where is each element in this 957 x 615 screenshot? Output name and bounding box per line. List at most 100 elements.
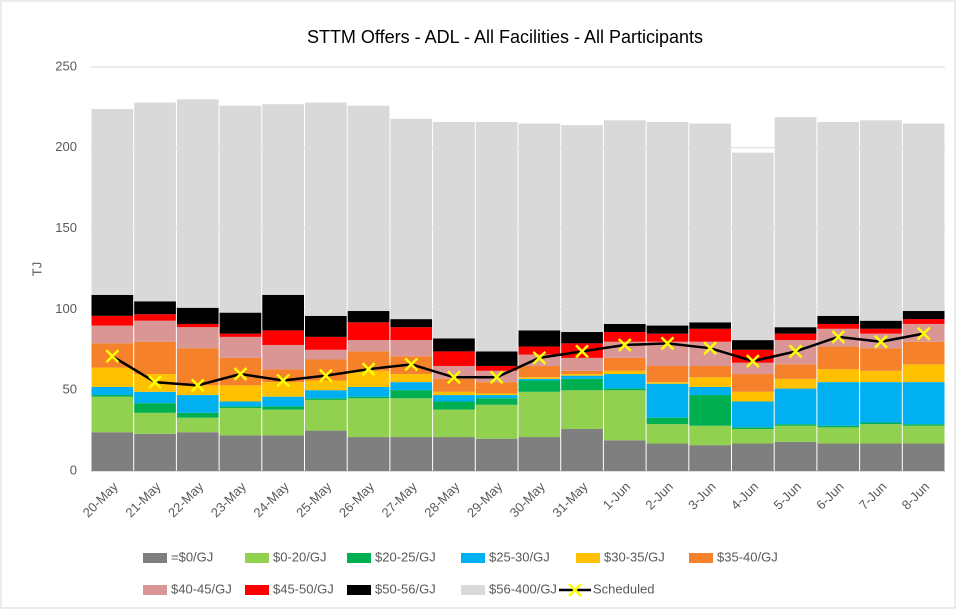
legend-label: $35-40/GJ xyxy=(717,549,778,564)
legend-label: $30-35/GJ xyxy=(604,549,665,564)
bar-segment xyxy=(176,385,219,396)
bar-segment xyxy=(518,354,561,366)
bar-segment xyxy=(646,382,689,384)
bar-segment xyxy=(176,417,219,433)
legend-swatch xyxy=(143,585,167,595)
bar-segment xyxy=(518,380,561,392)
bar-segment xyxy=(561,332,603,344)
bar-segment xyxy=(305,349,347,360)
bar-segment xyxy=(305,380,347,391)
scheduled-marker xyxy=(831,329,846,344)
scheduled-marker xyxy=(788,344,803,359)
bar-segment xyxy=(219,357,262,386)
bar-segment xyxy=(518,437,561,471)
bar-segment xyxy=(475,398,518,405)
bar-segment xyxy=(347,340,390,352)
scheduled-marker xyxy=(404,357,419,372)
bar-segment xyxy=(347,105,390,312)
bar-segment xyxy=(603,370,646,375)
scheduled-marker xyxy=(745,354,760,368)
bar-segment xyxy=(902,425,945,444)
bar-segment xyxy=(860,320,902,329)
bar-segment xyxy=(518,365,561,378)
bar-segment xyxy=(603,323,646,333)
bar-segment xyxy=(860,382,902,423)
bar-segment xyxy=(262,435,304,471)
bar-segment xyxy=(902,341,945,365)
bar-segment xyxy=(433,395,475,402)
legend-label: $0-20/GJ xyxy=(273,549,326,564)
bar-segment xyxy=(176,412,219,418)
legend-swatch xyxy=(143,553,167,563)
bar-segment xyxy=(817,121,860,316)
bar-segment xyxy=(646,121,689,326)
bar-segment xyxy=(91,395,134,397)
bar-segment xyxy=(817,315,860,324)
scheduled-marker xyxy=(532,350,547,365)
bar-segment xyxy=(817,323,860,329)
bar-segment xyxy=(305,390,347,399)
bar-segment xyxy=(134,320,176,342)
bar-segment xyxy=(475,365,518,371)
scheduled-marker xyxy=(489,370,504,385)
bar-segment xyxy=(433,378,475,392)
bar-segment xyxy=(262,330,304,345)
bar-segment xyxy=(646,417,689,425)
bar-segment xyxy=(390,398,433,438)
legend-label: Scheduled xyxy=(593,581,654,596)
bar-segment xyxy=(433,121,475,339)
chart-title: STTM Offers - ADL - All Facilities - All… xyxy=(307,27,703,47)
bar-segment xyxy=(732,427,774,429)
bar-segment xyxy=(347,398,390,438)
bar-segment xyxy=(91,294,134,316)
bar-segment xyxy=(561,370,603,375)
y-tick-label: 100 xyxy=(55,301,77,316)
legend-swatch xyxy=(689,553,713,563)
bar-segment xyxy=(902,382,945,425)
bar-segment xyxy=(774,117,817,328)
bar-segment xyxy=(902,424,945,426)
bar-segment xyxy=(176,323,219,328)
bar-segment xyxy=(475,382,518,394)
bar-segment xyxy=(347,311,390,323)
bar-segment xyxy=(774,333,817,341)
bar-segment xyxy=(646,383,689,418)
bar-segment xyxy=(219,312,262,334)
bar-segment xyxy=(561,375,603,379)
bar-segment xyxy=(774,424,817,426)
legend-swatch xyxy=(245,585,269,595)
bar-segment xyxy=(603,332,646,342)
bar-segment xyxy=(603,374,646,389)
bar-segment xyxy=(347,370,390,387)
scheduled-marker xyxy=(447,370,461,385)
scheduled-marker xyxy=(276,373,291,388)
bar-segment xyxy=(689,425,731,446)
scheduled-marker xyxy=(361,362,376,377)
bar-segment xyxy=(902,311,945,320)
scheduled-marker xyxy=(575,344,589,359)
bar-segment xyxy=(433,437,475,471)
bar-segment xyxy=(689,322,731,329)
bar-segment xyxy=(91,109,134,295)
legend-label: $50-56/GJ xyxy=(375,581,436,596)
bar-segment xyxy=(646,424,689,444)
bar-segment xyxy=(646,325,689,334)
bar-segment xyxy=(433,409,475,438)
bar-segment xyxy=(91,325,134,344)
scheduled-marker xyxy=(874,334,888,349)
bar-segment xyxy=(732,401,774,428)
bar-segment xyxy=(305,102,347,316)
y-axis-title: TJ xyxy=(29,262,44,276)
bar-segment xyxy=(91,367,134,387)
bar-segment xyxy=(433,391,475,396)
bar-segment xyxy=(433,365,475,379)
bar-segment xyxy=(518,377,561,379)
y-tick-label: 200 xyxy=(55,139,77,154)
y-tick-label: 50 xyxy=(63,382,77,397)
bar-segment xyxy=(732,443,774,471)
bar-segment xyxy=(262,294,304,331)
bar-segment xyxy=(732,340,774,350)
bar-segment xyxy=(433,338,475,352)
scheduled-marker xyxy=(660,336,675,351)
bar-segment xyxy=(817,382,860,426)
